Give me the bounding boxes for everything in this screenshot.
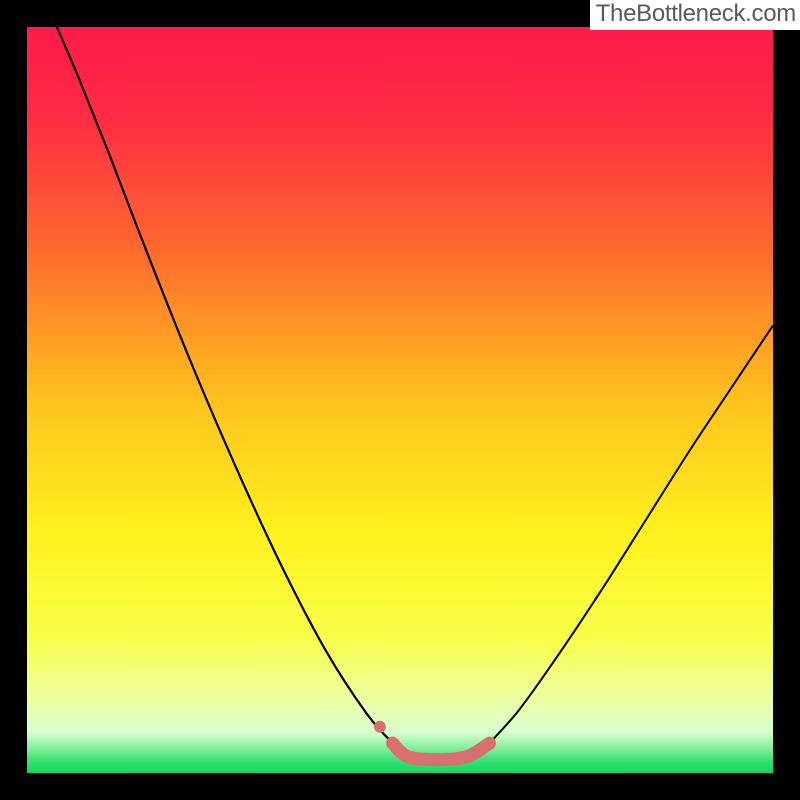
chart-container: TheBottleneck.com xyxy=(0,0,800,800)
bottleneck-chart xyxy=(0,0,800,800)
watermark-text: TheBottleneck.com xyxy=(590,0,800,30)
